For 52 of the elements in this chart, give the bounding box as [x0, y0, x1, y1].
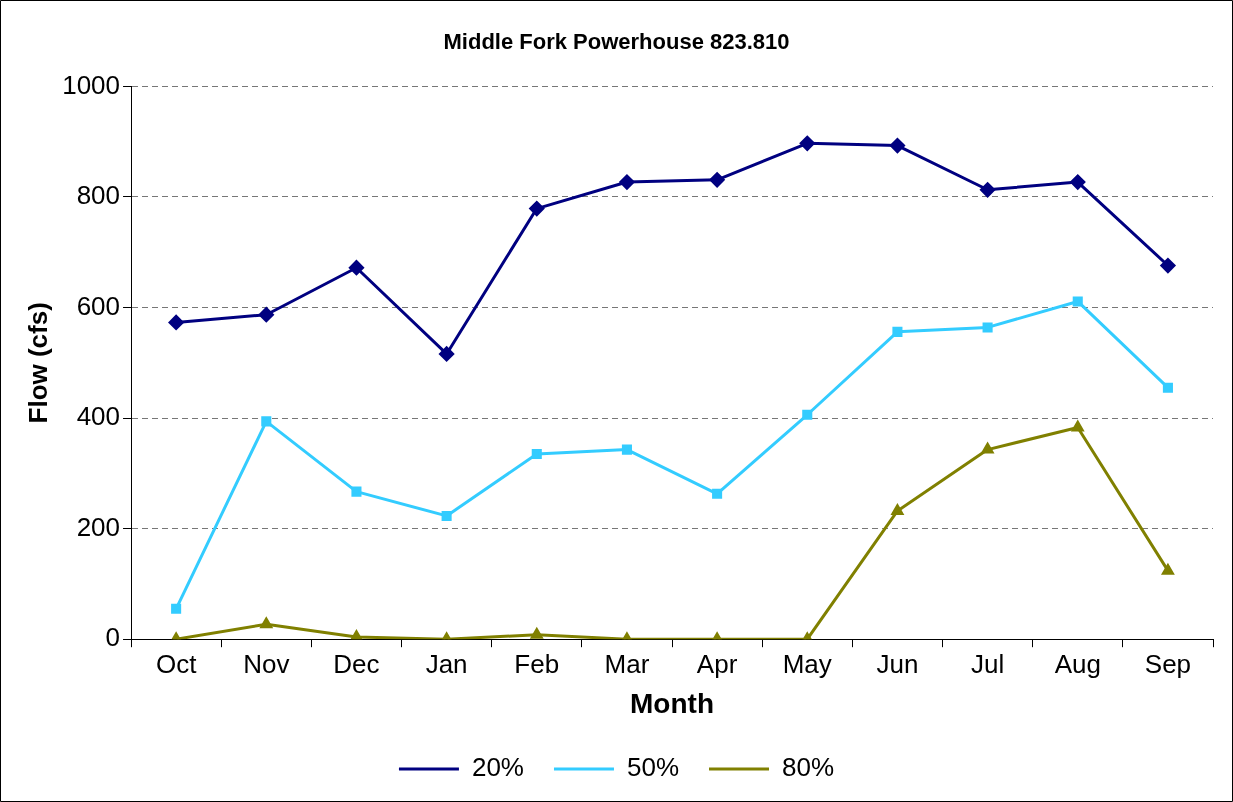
point	[1070, 174, 1086, 190]
x-axis-title: Month	[630, 687, 714, 719]
x-tick-label: Mar	[604, 648, 650, 679]
point	[439, 346, 455, 362]
x-tick-label: Jun	[876, 648, 919, 679]
y-tick-label: 600	[76, 290, 121, 321]
point	[802, 409, 813, 420]
x-tick-label: Aug	[1054, 648, 1101, 679]
point	[1162, 382, 1173, 393]
point	[258, 307, 274, 323]
legend-label: 80%	[782, 752, 835, 783]
point	[712, 488, 723, 499]
y-tick-label: 200	[76, 511, 121, 542]
point	[1072, 296, 1083, 307]
y-tick-label: 0	[105, 622, 121, 653]
point	[531, 448, 542, 460]
point	[982, 322, 993, 333]
point	[621, 444, 632, 455]
point	[891, 504, 904, 515]
x-tick-label: Apr	[696, 648, 738, 679]
point	[980, 182, 996, 198]
point	[619, 174, 635, 190]
y-tick-label: 400	[76, 401, 121, 432]
point	[1160, 258, 1176, 274]
legend-label: 50%	[626, 752, 680, 783]
point	[892, 326, 903, 337]
point	[351, 486, 362, 497]
point	[799, 135, 815, 151]
chart-title: Middle Fork Powerhouse 823.810	[443, 29, 790, 55]
point	[529, 201, 545, 217]
point	[1071, 420, 1084, 432]
point	[171, 603, 182, 614]
point	[168, 314, 184, 330]
x-tick-label: Sep	[1144, 648, 1192, 679]
y-tick-label: 800	[76, 180, 121, 211]
point	[348, 260, 364, 276]
point	[889, 138, 905, 154]
y-axis-title: Flow (cfs)	[22, 302, 53, 424]
x-tick-label: Oct	[155, 648, 198, 679]
x-tick-label: May	[782, 648, 832, 679]
x-tick-label: Dec	[333, 648, 380, 679]
point	[261, 416, 272, 427]
x-tick-label: Feb	[514, 648, 560, 679]
point	[260, 617, 273, 629]
x-tick-label: Jan	[425, 648, 468, 679]
point	[441, 510, 452, 521]
legend-label: 20%	[471, 752, 524, 783]
x-tick-label: Nov	[243, 648, 290, 679]
point	[709, 172, 725, 188]
x-tick-label: Jul	[970, 648, 1005, 679]
point	[350, 630, 363, 640]
y-tick-label: 1000	[62, 69, 121, 100]
